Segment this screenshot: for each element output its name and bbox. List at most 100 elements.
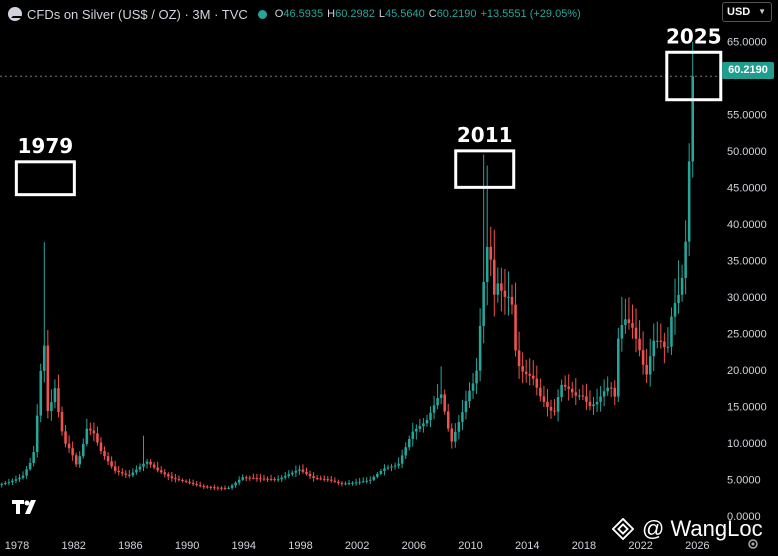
candle xyxy=(507,296,510,298)
close-value: 60.2190 xyxy=(436,8,477,20)
x-tick-label: 2002 xyxy=(345,540,369,552)
candle xyxy=(663,341,666,348)
candle xyxy=(606,387,609,392)
candle xyxy=(248,477,252,479)
candle xyxy=(418,426,422,429)
chevron-down-icon: ▼ xyxy=(758,7,766,16)
candle xyxy=(411,431,415,439)
candle xyxy=(617,338,620,397)
candle xyxy=(454,431,457,442)
candle xyxy=(482,281,485,326)
candle xyxy=(659,340,663,342)
candle xyxy=(574,392,578,396)
x-tick-label: 2022 xyxy=(628,540,652,552)
candle xyxy=(244,477,248,479)
candle xyxy=(85,428,89,444)
candle xyxy=(71,448,74,456)
candle xyxy=(67,443,71,449)
candle xyxy=(280,477,283,480)
candle xyxy=(641,350,645,365)
y-tick-label: 15.0000 xyxy=(727,401,767,413)
y-tick-label: 40.0000 xyxy=(727,219,767,231)
x-tick-label: 1994 xyxy=(232,540,256,552)
watermark: @ WangLoc xyxy=(612,516,763,542)
candle xyxy=(631,323,634,328)
candle xyxy=(103,451,106,457)
candle xyxy=(425,419,429,424)
currency-selector[interactable]: USD ▼ xyxy=(722,2,772,22)
candle xyxy=(347,483,351,485)
candle xyxy=(262,478,266,480)
x-tick-label: 2026 xyxy=(685,540,709,552)
candle xyxy=(142,463,145,467)
annotation-label-2025: 2025 xyxy=(666,24,722,48)
candle xyxy=(149,461,152,465)
candle xyxy=(167,474,170,477)
y-tick-label: 20.0000 xyxy=(727,365,767,377)
candle xyxy=(184,480,188,482)
candle xyxy=(638,338,641,351)
candle xyxy=(181,479,184,481)
tradingview-logo-icon[interactable] xyxy=(12,498,42,522)
symbol-title[interactable]: CFDs on Silver (US$ / OZ) · 3M · TVC xyxy=(27,6,248,22)
candle xyxy=(645,364,648,375)
candle xyxy=(312,476,315,479)
candle xyxy=(407,438,411,448)
candle xyxy=(276,479,280,481)
candle xyxy=(429,412,432,420)
candle xyxy=(259,478,262,480)
settings-gear-icon[interactable] xyxy=(746,537,760,551)
x-tick-label: 1978 xyxy=(5,540,29,552)
candle xyxy=(74,455,78,465)
candle xyxy=(397,463,400,466)
candle xyxy=(443,394,446,412)
candle xyxy=(415,428,418,432)
candle xyxy=(514,304,517,351)
candle xyxy=(592,404,595,407)
candle xyxy=(563,384,567,387)
candle xyxy=(298,469,301,471)
candle xyxy=(131,472,135,476)
candle xyxy=(680,277,684,295)
candle xyxy=(648,356,652,375)
tv-logo-mark xyxy=(12,500,36,514)
candle xyxy=(7,482,11,484)
y-tick-label: 30.0000 xyxy=(727,292,767,304)
candle xyxy=(485,246,489,282)
candle xyxy=(450,428,454,442)
candle xyxy=(549,407,553,411)
candle xyxy=(337,481,340,483)
candle xyxy=(457,422,461,432)
y-tick-label: 55.0000 xyxy=(727,109,767,121)
candle xyxy=(400,455,404,464)
candle xyxy=(198,485,202,487)
candle xyxy=(553,410,556,412)
candle xyxy=(128,474,131,476)
candle xyxy=(340,482,344,484)
candle xyxy=(57,388,60,412)
candle xyxy=(135,469,138,473)
candle xyxy=(43,345,46,371)
candle xyxy=(113,466,117,471)
candle xyxy=(599,396,602,402)
candle xyxy=(255,478,259,480)
candle xyxy=(542,396,546,402)
annotation-box-1979 xyxy=(14,160,76,197)
binance-diamond-icon xyxy=(612,518,634,540)
candle xyxy=(110,461,113,467)
candle xyxy=(379,471,383,474)
low-key: L xyxy=(378,8,385,20)
candle xyxy=(92,430,96,434)
candle xyxy=(652,340,656,357)
candle xyxy=(677,294,680,304)
candle xyxy=(673,303,677,317)
candle xyxy=(581,395,585,397)
candle xyxy=(531,375,535,379)
x-tick-label: 1982 xyxy=(61,540,85,552)
candle xyxy=(120,472,124,474)
candle xyxy=(18,477,21,480)
candle xyxy=(287,474,291,476)
candle xyxy=(503,290,507,297)
candle xyxy=(500,283,503,291)
candle xyxy=(620,325,624,339)
